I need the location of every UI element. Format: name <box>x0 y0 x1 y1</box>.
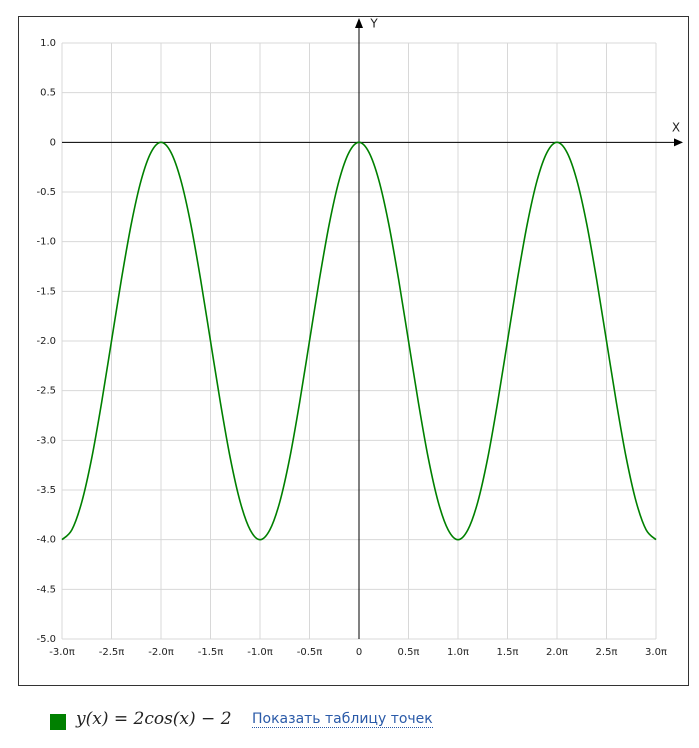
series-line <box>61 141 657 541</box>
x-tick-label: -0.5π <box>297 647 323 658</box>
y-tick-label: -2.0 <box>36 336 56 347</box>
frame <box>18 16 689 686</box>
y-tick-label: -3.0 <box>36 435 56 446</box>
x-tick-label: -3.0π <box>49 647 75 658</box>
legend-swatch <box>50 714 66 730</box>
y-tick-label: 1.0 <box>40 38 56 49</box>
y-tick-label: -4.0 <box>36 535 56 546</box>
y-tick-label: -0.5 <box>36 187 56 198</box>
y-tick-label: -1.0 <box>36 237 56 248</box>
show-points-link[interactable]: Показать таблицу точек <box>252 711 433 728</box>
x-tick-label: 2.0π <box>546 647 568 658</box>
chart: X Y 1.0 0.5 0 -0.5 -1.0 -1.5 -2.0 -2.5 -3.0 -3.5 -… <box>18 16 689 686</box>
y-tick-label: -3.5 <box>36 485 56 496</box>
x-tick-label: -2.5π <box>99 647 125 658</box>
x-tick-label: -1.5π <box>198 647 224 658</box>
x-tick-label: 2.5π <box>596 647 618 658</box>
plot <box>61 141 657 541</box>
y-tick-label: -5.0 <box>36 634 56 645</box>
axes <box>62 18 683 639</box>
y-axis-arrow <box>355 18 363 28</box>
y-tick-label: -4.5 <box>36 584 56 595</box>
x-tick-label: 3.0π <box>645 647 667 658</box>
x-axis-label: X <box>672 121 680 135</box>
x-tick-label: -2.0π <box>148 647 174 658</box>
y-tick-label: -2.5 <box>36 386 56 397</box>
x-tick-label: -1.0π <box>247 647 273 658</box>
x-tick-label: 0.5π <box>398 647 420 658</box>
x-tick-label: 1.0π <box>447 647 469 658</box>
y-tick-label: 0.5 <box>40 88 56 99</box>
legend-label: y(x) = 2cos(x) − 2 <box>76 709 232 729</box>
y-tick-label: 0 <box>50 137 56 148</box>
x-tick-label: 0 <box>356 647 362 658</box>
y-tick-label: -1.5 <box>36 286 56 297</box>
y-axis-label: Y <box>369 17 378 31</box>
x-axis-arrow <box>674 138 683 147</box>
x-tick-label: 1.5π <box>497 647 519 658</box>
